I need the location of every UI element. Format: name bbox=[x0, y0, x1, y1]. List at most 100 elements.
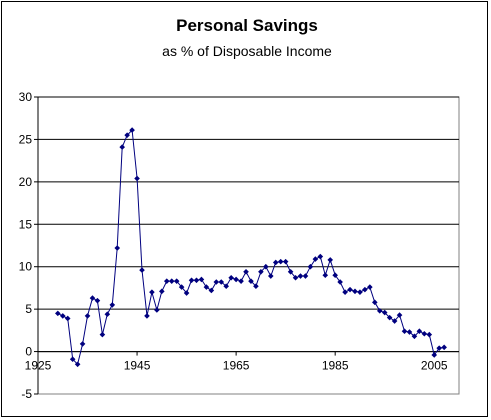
data-point bbox=[119, 144, 125, 150]
data-point bbox=[267, 273, 274, 279]
data-point bbox=[386, 314, 393, 321]
data-point bbox=[134, 175, 140, 182]
data-point bbox=[74, 361, 81, 368]
y-tick-label: -5 bbox=[21, 387, 32, 401]
data-point bbox=[416, 328, 423, 335]
data-point bbox=[302, 273, 309, 279]
data-point bbox=[372, 299, 378, 306]
data-point bbox=[159, 288, 165, 295]
data-point bbox=[381, 309, 388, 316]
data-point bbox=[233, 276, 239, 283]
x-tick-label: 1925 bbox=[25, 359, 52, 373]
data-point bbox=[263, 263, 269, 270]
data-point bbox=[109, 302, 116, 308]
x-tick-label: 2005 bbox=[421, 359, 448, 373]
y-tick-label: 5 bbox=[25, 302, 32, 316]
data-point bbox=[411, 333, 418, 340]
data-point bbox=[253, 283, 259, 290]
data-points bbox=[55, 127, 447, 368]
data-point bbox=[55, 310, 61, 317]
data-point bbox=[238, 278, 244, 284]
data-point bbox=[69, 356, 76, 363]
data-point bbox=[258, 269, 264, 275]
data-point bbox=[228, 274, 234, 281]
y-tick-label: 30 bbox=[19, 90, 33, 104]
plot-area bbox=[37, 96, 460, 395]
data-point bbox=[243, 269, 249, 275]
data-point bbox=[317, 253, 324, 260]
data-point bbox=[292, 274, 299, 281]
data-point bbox=[248, 278, 254, 284]
data-point bbox=[431, 352, 438, 358]
data-point bbox=[173, 278, 180, 284]
data-point bbox=[337, 279, 343, 285]
y-tick-label: 10 bbox=[19, 260, 33, 274]
data-point bbox=[357, 289, 363, 295]
data-point bbox=[421, 330, 428, 337]
data-point bbox=[436, 345, 442, 351]
y-tick-label: 15 bbox=[19, 217, 33, 231]
data-point bbox=[104, 311, 111, 318]
data-point bbox=[144, 313, 150, 319]
data-point bbox=[203, 284, 210, 290]
data-point bbox=[163, 278, 170, 284]
data-point bbox=[208, 287, 215, 294]
data-point bbox=[154, 307, 160, 313]
x-tick-label: 1965 bbox=[223, 359, 250, 373]
data-point bbox=[218, 279, 225, 285]
data-point bbox=[149, 289, 155, 295]
data-point bbox=[406, 329, 413, 335]
data-point bbox=[99, 331, 106, 338]
data-point bbox=[94, 297, 101, 304]
data-point bbox=[332, 272, 338, 278]
data-point bbox=[183, 290, 190, 296]
data-point bbox=[396, 312, 403, 318]
data-point bbox=[277, 258, 284, 265]
data-point bbox=[223, 283, 230, 290]
data-point bbox=[89, 295, 96, 301]
data-point bbox=[188, 277, 195, 284]
data-point bbox=[272, 259, 279, 266]
y-tick-label: 0 bbox=[25, 345, 32, 359]
x-tick-label: 1945 bbox=[124, 359, 151, 373]
data-point bbox=[129, 127, 135, 133]
data-point bbox=[114, 245, 121, 251]
y-tick-label: 25 bbox=[19, 132, 33, 146]
data-point bbox=[362, 286, 368, 293]
data-point bbox=[287, 269, 294, 275]
y-tick-label: 20 bbox=[19, 175, 33, 189]
data-point bbox=[64, 315, 71, 322]
data-point bbox=[168, 278, 175, 284]
data-point bbox=[178, 284, 185, 290]
gridlines bbox=[38, 96, 459, 353]
data-point bbox=[59, 313, 66, 319]
data-point bbox=[367, 284, 373, 290]
data-point bbox=[376, 308, 383, 314]
data-point bbox=[312, 256, 319, 262]
data-point bbox=[352, 288, 358, 295]
data-point bbox=[139, 267, 145, 273]
data-point bbox=[327, 257, 334, 263]
data-point bbox=[322, 272, 329, 278]
data-point bbox=[391, 318, 398, 324]
data-point bbox=[124, 132, 130, 138]
data-point bbox=[282, 258, 289, 265]
x-tick-label: 1985 bbox=[322, 359, 349, 373]
data-point bbox=[84, 313, 91, 319]
chart-title: Personal Savings bbox=[176, 16, 318, 35]
data-point bbox=[198, 276, 205, 283]
chart-subtitle: as % of Disposable Income bbox=[162, 43, 332, 59]
data-point bbox=[297, 273, 304, 279]
x-tick-labels: 1925 1945 1965 1985 2005 bbox=[25, 359, 448, 373]
axes bbox=[34, 96, 459, 395]
data-point bbox=[426, 331, 433, 338]
data-point bbox=[193, 277, 200, 284]
data-point bbox=[401, 328, 408, 335]
y-tick-labels: -5 0 5 10 15 20 25 30 bbox=[19, 90, 33, 401]
data-point bbox=[342, 289, 348, 295]
data-point bbox=[79, 341, 86, 347]
data-point bbox=[347, 286, 353, 293]
data-point bbox=[441, 344, 447, 351]
